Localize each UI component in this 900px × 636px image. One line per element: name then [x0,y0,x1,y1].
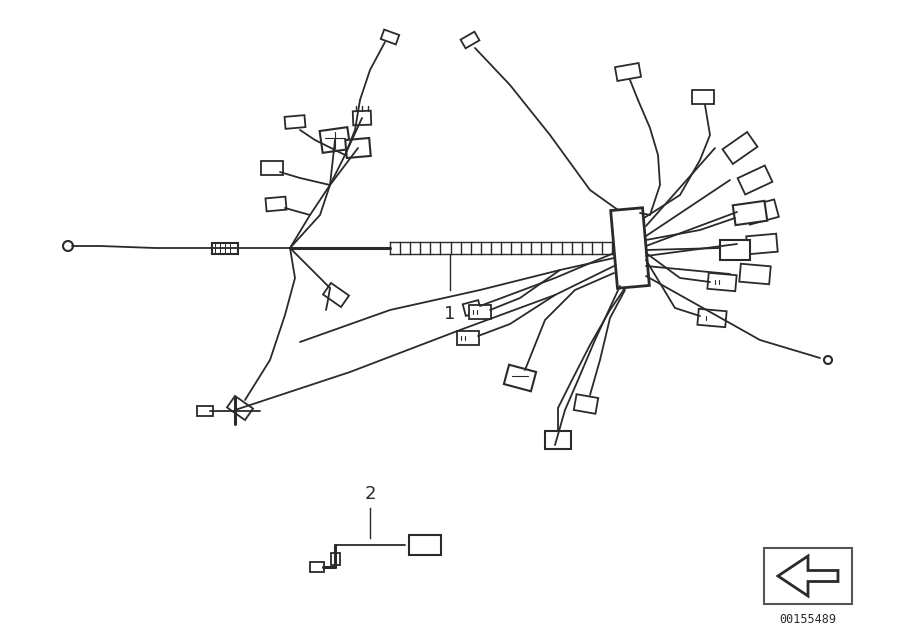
Bar [738,165,772,195]
Text: 00155489: 00155489 [779,613,836,626]
Bar [574,394,599,414]
Bar [284,115,305,129]
Bar [197,406,213,416]
Bar [461,32,480,48]
Bar [764,548,852,604]
Bar [611,208,649,288]
Bar [353,111,371,125]
Bar [692,90,714,104]
Bar [733,201,767,225]
Text: 2: 2 [364,485,376,503]
Bar [720,240,750,260]
Bar [707,273,736,291]
Bar [723,132,758,164]
Bar [504,364,536,391]
Bar [323,283,349,307]
Bar [266,197,286,211]
Bar [212,242,238,254]
Bar [746,233,778,254]
Bar [545,431,571,449]
Bar [320,127,350,153]
Bar [739,264,770,284]
Bar [615,63,641,81]
Bar [227,396,253,420]
Text: 1: 1 [445,305,455,323]
Bar [463,300,482,316]
Bar [310,562,324,572]
Bar [745,200,778,225]
Bar [346,138,371,158]
Bar [469,305,491,319]
Bar [330,553,339,565]
Bar [457,331,479,345]
Polygon shape [778,556,838,596]
Bar [381,29,400,45]
Bar [261,161,283,175]
Bar [698,309,726,327]
Bar [409,535,441,555]
